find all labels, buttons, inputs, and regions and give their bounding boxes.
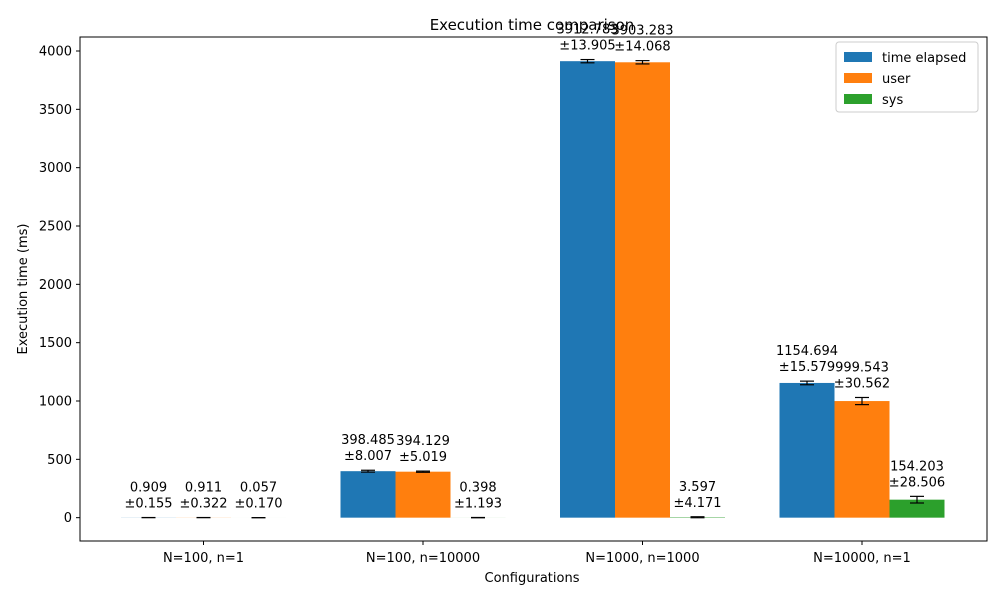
legend-label: user — [882, 72, 911, 87]
chart-title: Execution time comparison — [430, 16, 635, 34]
error-label: ±1.193 — [454, 496, 502, 511]
y-tick-label: 500 — [47, 453, 72, 468]
bar-user — [615, 62, 670, 518]
value-label: 0.911 — [185, 481, 222, 496]
legend-swatch — [844, 94, 872, 104]
y-tick-label: 0 — [64, 511, 72, 526]
y-tick-label: 4000 — [39, 45, 72, 60]
error-label: ±13.905 — [559, 39, 615, 54]
x-tick-label: N=100, n=1 — [163, 551, 244, 566]
plot-area: 0.909±0.155 398.485±8.007 3912.783±13.905 1… — [121, 23, 945, 519]
legend: time elapsed user sys — [835, 41, 979, 113]
value-label: 0.909 — [130, 481, 167, 496]
plot-frame — [79, 36, 988, 542]
value-label: 3.597 — [679, 480, 716, 495]
error-label: ±0.322 — [179, 497, 227, 512]
bar-user — [395, 471, 451, 518]
value-label: 394.129 — [396, 434, 450, 449]
error-label: ±28.506 — [889, 475, 945, 490]
error-label: ±5.019 — [399, 450, 447, 465]
value-label: 3903.283 — [611, 24, 673, 39]
value-label: 0.398 — [459, 480, 496, 495]
y-tick-label: 1500 — [39, 336, 72, 351]
y-axis-title: Execution time (ms) — [16, 223, 31, 354]
bar-user — [834, 401, 890, 518]
error-label: ±8.007 — [344, 449, 392, 464]
error-label: ±15.579 — [779, 360, 835, 375]
legend-swatch — [844, 52, 872, 62]
value-label: 0.057 — [240, 481, 277, 496]
y-tick-label: 3500 — [39, 103, 72, 118]
y-tick-label: 2500 — [39, 220, 72, 235]
error-label: ±30.562 — [834, 376, 890, 391]
y-tick-label: 2000 — [39, 278, 72, 293]
bar-sys — [889, 499, 945, 518]
x-tick-label: N=1000, n=1000 — [585, 551, 699, 566]
bar-time-elapsed — [560, 61, 615, 518]
error-label: ±14.068 — [614, 40, 670, 55]
y-tick-label: 3000 — [39, 161, 72, 176]
x-axis-title: Configurations — [485, 571, 580, 586]
x-axis: N=100, n=1 N=100, n=10000 N=1000, n=1000 N=… — [163, 541, 911, 566]
bar-time-elapsed — [779, 382, 835, 518]
x-tick-label: N=100, n=10000 — [366, 551, 480, 566]
x-tick-label: N=10000, n=1 — [813, 551, 911, 566]
error-label: ±4.171 — [673, 496, 721, 511]
value-label: 999.543 — [835, 360, 889, 375]
y-tick-label: 1000 — [39, 395, 72, 410]
legend-swatch — [844, 73, 872, 83]
value-label: 3912.783 — [556, 23, 618, 38]
value-label: 398.485 — [341, 433, 395, 448]
value-label: 1154.694 — [776, 344, 838, 359]
y-axis: 0 500 1000 1500 2000 2500 3000 3500 4000 — [39, 45, 80, 526]
legend-label: time elapsed — [882, 51, 966, 66]
error-label: ±0.170 — [234, 497, 282, 512]
error-label: ±0.155 — [124, 497, 172, 512]
bar-time-elapsed — [340, 471, 396, 518]
legend-label: sys — [882, 93, 903, 108]
value-label: 154.203 — [890, 459, 944, 474]
